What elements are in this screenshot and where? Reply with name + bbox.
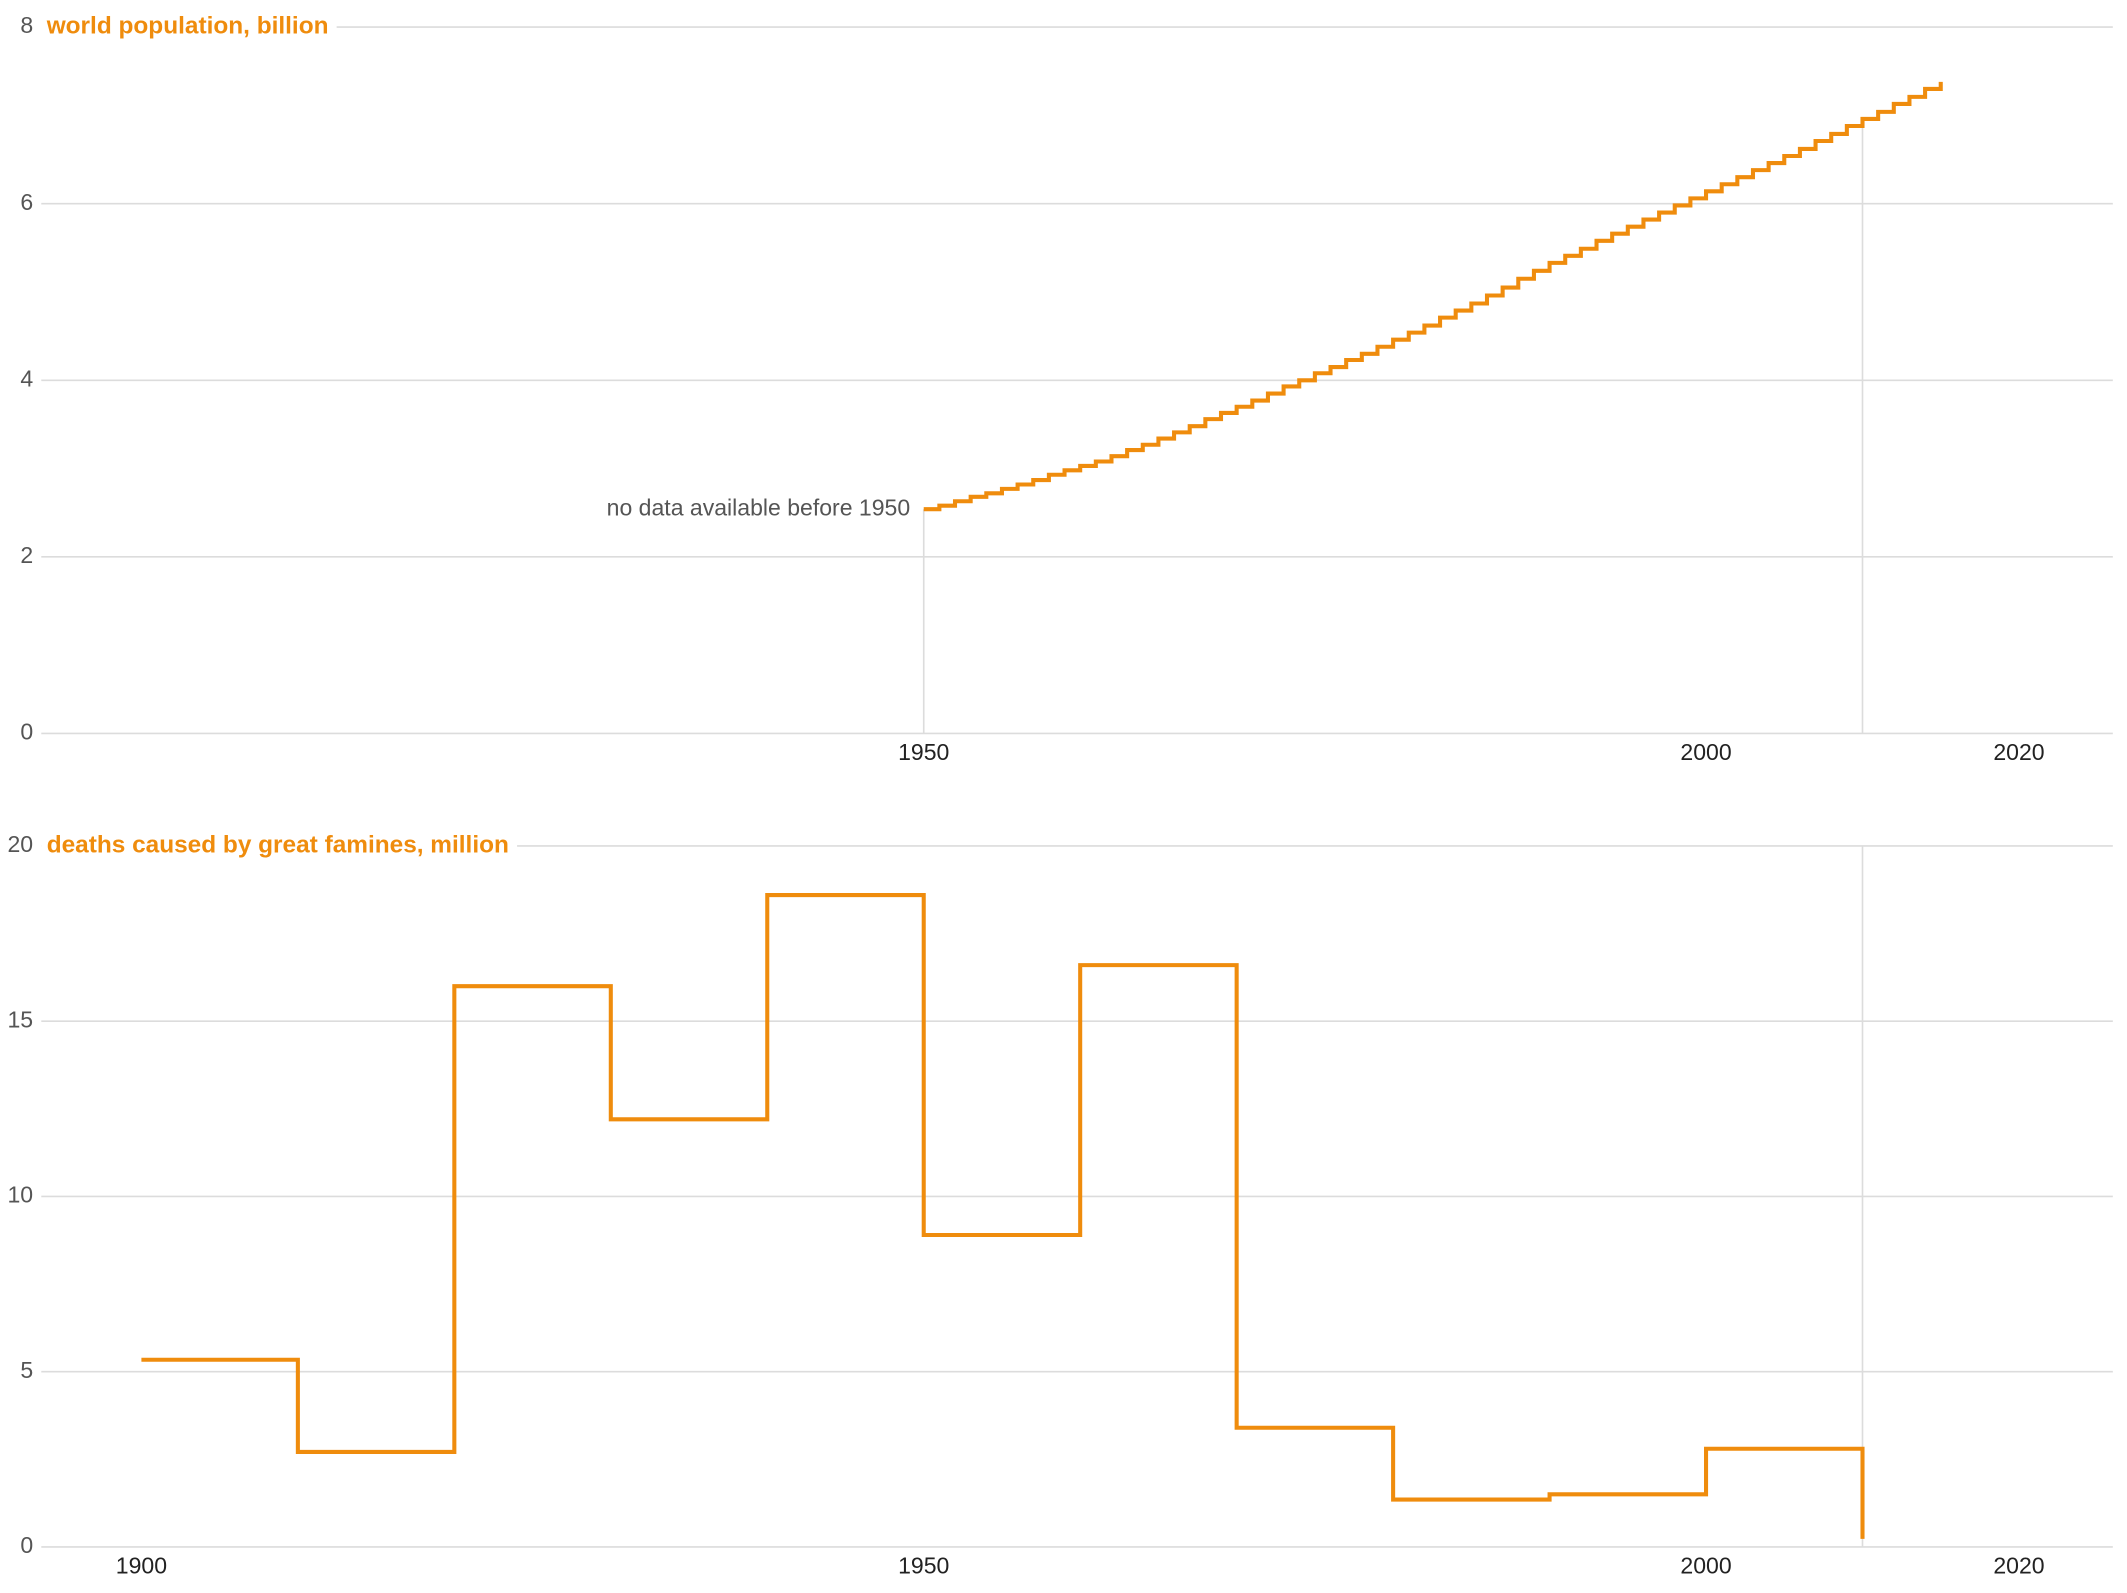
y-tick-label: 5 (20, 1357, 33, 1383)
y-tick-label: 6 (20, 189, 33, 215)
x-tick-label: 1900 (116, 1552, 167, 1578)
x-tick-label: 2020 (1993, 739, 2044, 765)
y-tick-label: 8 (20, 12, 33, 38)
step-line (923, 81, 1943, 512)
y-tick-label: 2 (20, 542, 33, 568)
chart-title: deaths caused by great famines, million (47, 831, 509, 858)
x-tick-label: 2000 (1680, 1552, 1731, 1578)
x-tick-label: 1950 (898, 1552, 949, 1578)
reference-layer (922, 118, 1864, 1547)
x-tick-label: 1950 (898, 739, 949, 765)
text-layer: 0 2 4 6 8 1950 2000 2020 world population, billi… (8, 12, 2045, 1578)
y-tick-label: 0 (20, 1532, 33, 1558)
grid-layer (41, 26, 2113, 1548)
y-tick-label: 0 (20, 719, 33, 745)
chart-title: world population, billion (46, 13, 329, 40)
y-tick-label: 15 (8, 1006, 34, 1032)
y-tick-label: 20 (8, 831, 34, 857)
x-tick-label: 2020 (1993, 1552, 2044, 1578)
x-tick-label: 2000 (1680, 739, 1731, 765)
y-tick-label: 4 (20, 365, 33, 391)
title-background (41, 831, 518, 859)
title-background (40, 12, 337, 40)
y-tick-label: 10 (8, 1182, 34, 1208)
data-layer (141, 81, 1943, 1539)
annotation: no data available before 1950 (607, 494, 911, 520)
step-line (141, 893, 1865, 1539)
